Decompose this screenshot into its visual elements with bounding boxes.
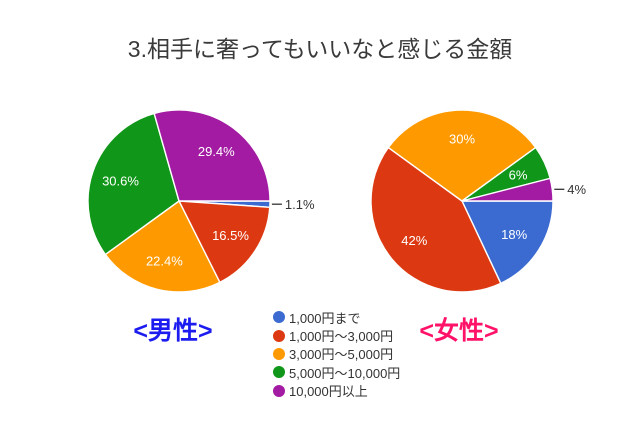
legend-item: 10,000円以上 [273, 382, 400, 400]
pie-female-slice-4 [461, 177, 554, 202]
legend-item: 3,000円〜5,000円 [273, 345, 400, 363]
legend-item-label: 10,000円以上 [289, 384, 368, 400]
pie-male-slice-2 [104, 200, 221, 293]
pie-male-label-2: 22.4% [146, 254, 183, 269]
legend-item: 5,000円〜10,000円 [273, 363, 400, 381]
pie-male-label-1: 16.5% [212, 228, 249, 243]
legend-item: 1,000円〜3,000円 [273, 326, 400, 344]
legend-dot-icon [273, 329, 285, 342]
pie-female-label-4: 4% [567, 182, 586, 197]
legend-dot-icon [273, 311, 285, 324]
pie-female-label-2: 30% [449, 132, 475, 147]
pie-female-slice-2 [387, 109, 537, 202]
pie-female-slice-0 [461, 200, 554, 285]
legend-dot-icon [273, 366, 285, 379]
caption-female: <女性> [419, 317, 499, 345]
pie-male-slice-1 [178, 200, 271, 284]
chart-title: 3.相手に奢ってもいいなと感じる金額 [127, 36, 513, 62]
pie-female-label-0: 18% [501, 227, 527, 242]
legend-item-label: 1,000円まで [289, 310, 361, 326]
legend-item-label: 5,000円〜10,000円 [289, 365, 401, 381]
pie-male-label-0: 1.1% [285, 197, 315, 212]
pie-male-slice-3 [87, 112, 180, 256]
pie-female-slice-1 [370, 146, 502, 293]
legend-item-label: 1,000円〜3,000円 [289, 329, 394, 345]
legend-dot-icon [273, 384, 285, 397]
legend-item-label: 3,000円〜5,000円 [289, 347, 394, 363]
legend-dot-icon [273, 347, 285, 360]
caption-male: <男性> [133, 317, 213, 345]
legend: 1,000円まで 1,000円〜3,000円 3,000円〜5,000円 5,000円… [273, 308, 400, 400]
pie-male-label-4: 29.4% [198, 144, 235, 159]
pie-male-label-3: 30.6% [102, 173, 139, 188]
pie-female-label-3: 6% [509, 167, 528, 182]
pie-female-label-1: 42% [401, 233, 427, 248]
pie-male-slice-4 [153, 109, 271, 202]
legend-item: 1,000円まで [273, 308, 400, 326]
